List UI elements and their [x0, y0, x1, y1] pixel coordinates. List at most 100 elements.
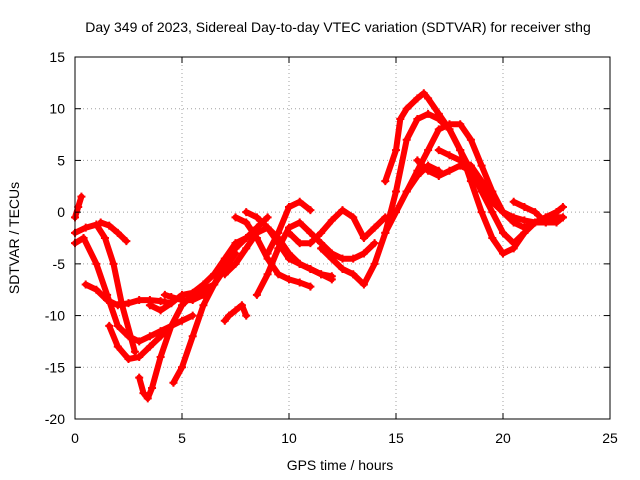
data-point: [199, 301, 208, 310]
data-point: [477, 161, 486, 170]
data-point: [552, 218, 561, 227]
data-point: [237, 301, 246, 310]
data-point: [531, 218, 540, 227]
data-point: [306, 206, 315, 215]
data-point: [109, 259, 118, 268]
data-point: [156, 332, 165, 341]
data-point: [419, 89, 428, 98]
data-point: [349, 270, 358, 279]
y-tick-label: 10: [49, 101, 65, 117]
data-point: [306, 282, 315, 291]
data-point: [558, 202, 567, 211]
data-point: [225, 311, 234, 320]
series-24: [509, 197, 567, 227]
y-tick-label: 0: [57, 204, 65, 220]
data-point: [285, 254, 293, 263]
data-point: [242, 208, 251, 217]
data-point: [242, 234, 251, 242]
data-series-layer: [71, 89, 567, 403]
data-point: [488, 197, 497, 206]
data-point: [466, 161, 475, 170]
data-point: [541, 218, 550, 227]
data-point: [220, 270, 229, 279]
series-trail: [318, 162, 442, 288]
data-point: [456, 146, 465, 155]
data-point: [327, 216, 336, 225]
data-point: [231, 213, 240, 222]
y-tick-label: -10: [45, 308, 65, 324]
data-point: [263, 270, 272, 279]
data-point: [434, 171, 443, 180]
data-point: [220, 316, 229, 325]
data-point: [242, 244, 251, 253]
data-point: [402, 135, 411, 144]
plot-frame: [74, 56, 611, 420]
data-point: [285, 228, 293, 237]
data-point: [135, 352, 144, 361]
data-point: [169, 378, 178, 387]
data-point: [156, 352, 165, 361]
series-16: [263, 197, 315, 258]
data-point: [381, 177, 390, 186]
axis-ticks: 0 5 10 15 20 25 -20 -15 -10 -5 0 5 10 15: [45, 49, 618, 446]
data-point: [274, 228, 283, 237]
data-point: [188, 288, 197, 297]
data-point: [160, 290, 169, 299]
series-4: [96, 218, 131, 246]
data-point: [434, 146, 443, 155]
data-point: [509, 218, 518, 227]
series-23: [434, 146, 567, 232]
data-point: [178, 316, 186, 325]
x-tick-label: 0: [71, 430, 79, 446]
series-trail: [97, 219, 130, 245]
x-tick-label: 15: [388, 430, 404, 446]
data-point: [178, 296, 186, 305]
data-point: [295, 239, 304, 248]
data-point: [285, 275, 293, 284]
data-point: [274, 270, 283, 279]
data-point: [466, 135, 475, 144]
data-point: [392, 146, 400, 155]
data-point: [370, 259, 379, 268]
grid-lines: [75, 57, 610, 419]
data-point: [370, 223, 379, 232]
data-point: [188, 311, 197, 320]
data-point: [445, 120, 454, 129]
data-point: [396, 115, 405, 124]
data-point: [295, 259, 304, 268]
data-point: [210, 280, 219, 289]
data-point: [295, 218, 304, 227]
data-point: [413, 115, 422, 124]
data-point: [359, 280, 368, 289]
data-point: [413, 94, 422, 103]
data-point: [135, 373, 144, 382]
data-point: [499, 228, 507, 237]
data-point: [96, 218, 105, 227]
data-point: [531, 208, 540, 217]
data-point: [295, 278, 304, 287]
data-point: [148, 383, 157, 392]
data-point: [252, 213, 261, 222]
y-tick-label: -20: [45, 411, 65, 427]
data-point: [263, 249, 272, 258]
data-point: [488, 234, 497, 242]
data-point: [402, 104, 411, 113]
data-point: [434, 125, 443, 134]
data-point: [135, 337, 144, 346]
data-point: [477, 208, 486, 217]
data-point: [74, 202, 83, 211]
data-point: [370, 239, 379, 248]
x-tick-label: 20: [495, 430, 511, 446]
data-point: [167, 321, 176, 330]
data-point: [392, 187, 400, 196]
data-point: [306, 239, 315, 248]
series-trail: [403, 121, 506, 216]
data-point: [81, 280, 90, 289]
data-point: [156, 297, 165, 306]
data-point: [231, 259, 240, 268]
data-point: [263, 213, 272, 222]
data-point: [156, 306, 165, 315]
data-point: [338, 265, 347, 274]
data-point: [79, 234, 88, 242]
